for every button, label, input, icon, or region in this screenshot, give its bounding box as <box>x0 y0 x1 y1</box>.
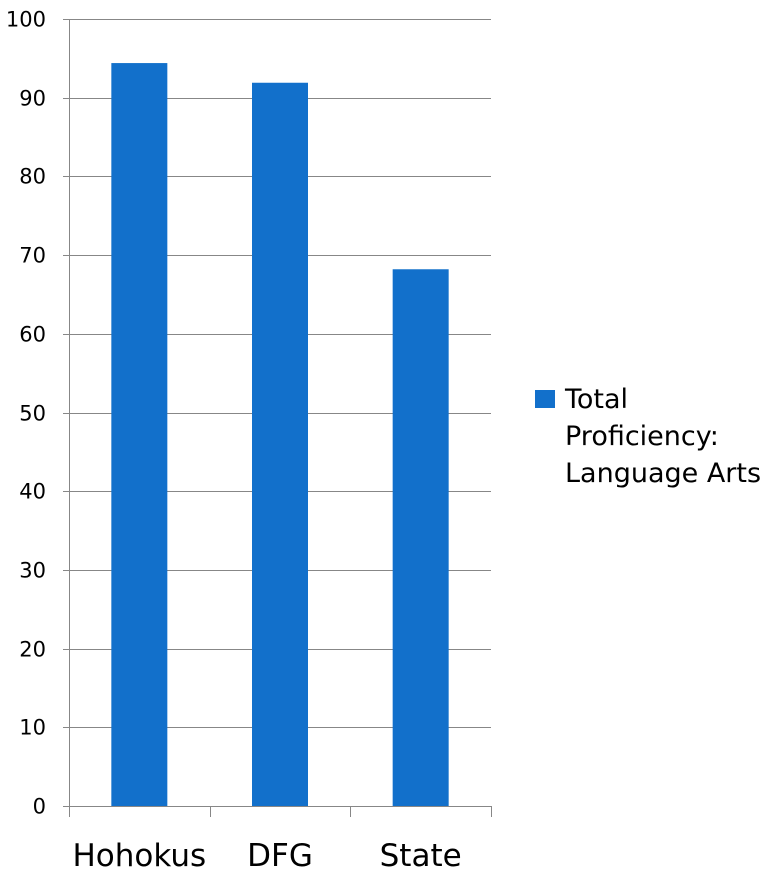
x-tick-label: State <box>380 838 462 869</box>
y-tick-label: 100 <box>6 8 46 32</box>
y-tick-label: 90 <box>19 87 46 111</box>
legend-label: Language Arts <box>565 458 761 489</box>
y-tick-label: 50 <box>19 402 46 426</box>
bar <box>252 82 308 806</box>
y-tick-label: 60 <box>19 323 46 347</box>
x-tick-labels: Hohokus DFG State <box>72 838 461 869</box>
legend-label: Proficiency: <box>565 421 719 452</box>
y-tick-label: 20 <box>19 638 46 662</box>
bar <box>392 269 449 806</box>
y-tick-label: 30 <box>19 559 46 583</box>
x-tick-label: Hohokus <box>72 838 206 869</box>
y-tick-label: 10 <box>19 716 46 740</box>
legend: Total Proficiency: Language Arts <box>535 384 761 489</box>
legend-swatch <box>535 390 555 408</box>
legend-label: Total <box>564 384 628 415</box>
y-tick-label: 0 <box>33 795 46 819</box>
y-tick-label: 70 <box>19 244 46 268</box>
x-tick-label: DFG <box>247 838 313 869</box>
y-tick-label: 40 <box>19 480 46 504</box>
y-tick-label: 80 <box>19 165 46 189</box>
axes <box>63 19 492 817</box>
bars <box>111 63 449 806</box>
bar <box>111 63 168 806</box>
y-tick-labels: 0 10 20 30 40 50 60 70 80 90 100 <box>6 8 46 819</box>
